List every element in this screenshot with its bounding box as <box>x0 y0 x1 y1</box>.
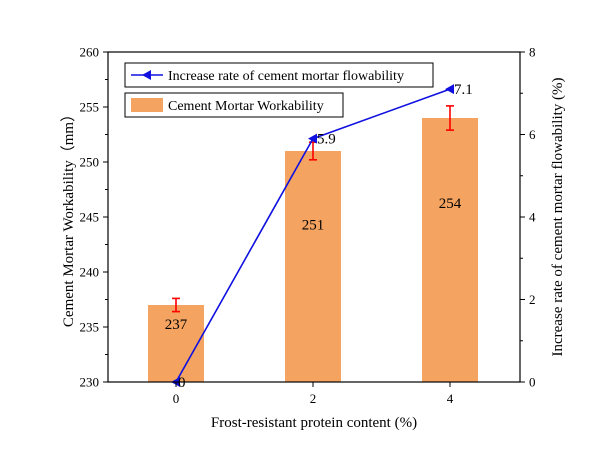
left-axis-tick-label: 235 <box>80 320 100 335</box>
error-bar <box>172 297 180 313</box>
right-axis-tick-label: 0 <box>529 375 536 390</box>
x-axis-tick-label: 4 <box>447 391 454 406</box>
legend-marker-icon <box>142 70 151 80</box>
bar-value-label: 237 <box>165 317 188 333</box>
legend-entry-line: Increase rate of cement mortar flowabili… <box>124 62 434 88</box>
x-axis-tick-label: 0 <box>173 391 180 406</box>
bar <box>285 151 341 382</box>
legend: Increase rate of cement mortar flowabili… <box>124 62 434 118</box>
legend-label: Cement Mortar Workability <box>168 99 324 114</box>
error-bar <box>446 105 454 131</box>
left-axis-tick-label: 230 <box>80 375 100 390</box>
right-axis-title: Increase rate of cement mortar flowabili… <box>550 77 566 356</box>
left-axis-title: Cement Mortar Workability（mm） <box>60 107 77 327</box>
bar <box>148 305 204 382</box>
bar-value-label: 251 <box>302 218 325 234</box>
line-value-label: 7.1 <box>454 82 473 98</box>
line-point-marker <box>308 133 317 144</box>
x-axis-title: Frost-resistant protein content (%) <box>211 415 417 431</box>
legend-label: Increase rate of cement mortar flowabili… <box>168 69 404 84</box>
legend-box <box>124 62 434 88</box>
legend-bar-swatch <box>131 98 163 112</box>
line-series-layer <box>171 84 454 387</box>
right-axis-tick-label: 8 <box>529 45 536 60</box>
left-axis-tick-label: 260 <box>80 45 100 60</box>
left-axis-tick-label: 245 <box>80 210 100 225</box>
left-axis-tick-label: 240 <box>80 265 100 280</box>
bar-value-label: 254 <box>439 196 462 212</box>
line-point-marker <box>445 84 454 95</box>
right-axis-tick-label: 4 <box>529 210 536 225</box>
x-axis-tick-label: 2 <box>310 391 317 406</box>
line-value-label: 0 <box>178 375 186 391</box>
bar <box>422 118 478 382</box>
right-axis-tick-label: 2 <box>529 292 536 307</box>
left-axis-tick-label: 250 <box>80 155 100 170</box>
axes-layer: 230 235 240 245 250 255 260 0 2 4 6 8 0 2 4 Frost-resis… <box>60 45 566 432</box>
right-axis-tick-label: 6 <box>529 127 536 142</box>
line-value-label: 5.9 <box>317 132 336 148</box>
data-labels-layer: 237 251 254 0 5.9 7.1 <box>165 82 473 391</box>
left-axis-tick-label: 255 <box>80 100 100 115</box>
legend-entry-bar: Cement Mortar Workability <box>124 92 344 118</box>
bars-layer <box>148 118 478 382</box>
